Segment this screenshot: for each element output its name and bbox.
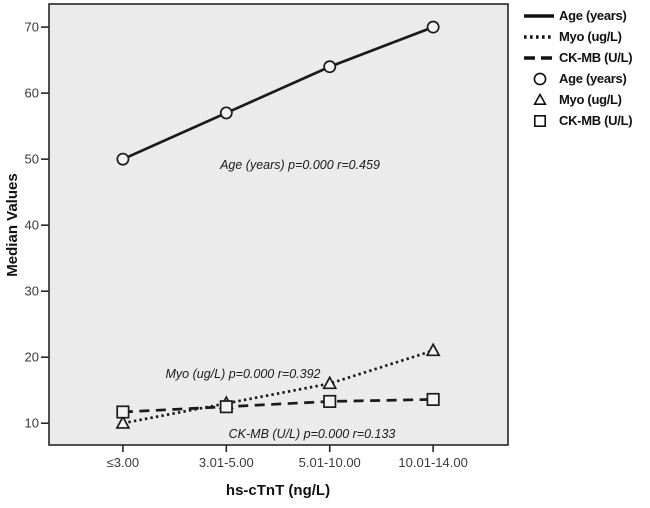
y-tick-label: 30 — [25, 284, 39, 299]
series-line-1 — [122, 349, 434, 425]
annotation-1: Myo (ug/L) p=0.000 r=0.392 — [166, 367, 321, 381]
legend-item-label: Age (years) — [559, 71, 627, 86]
line-solid-swatch-icon — [524, 13, 554, 18]
series-line-2 — [122, 398, 434, 414]
marker-square-1 — [219, 400, 233, 414]
legend-item-4: Myo (ug/L) — [523, 89, 632, 110]
legend-item-5: CK-MB (U/L) — [523, 110, 633, 131]
chart-legend: Age (years) Myo (ug/L) CK-MB (U/L) Age (yea… — [523, 5, 633, 131]
y-tick-label: 40 — [25, 218, 39, 233]
marker-triangle-swatch-icon — [533, 92, 547, 105]
plot-area — [49, 4, 508, 445]
annotation-0: Age (years) p=0.000 r=0.459 — [219, 158, 380, 172]
y-tick-label: 20 — [25, 350, 39, 365]
legend-item-label: CK-MB (U/L) — [559, 113, 633, 128]
y-tick-label: 50 — [25, 152, 39, 167]
legend-item-label: Age (years) — [559, 8, 627, 23]
y-axis-title: Median Values — [4, 173, 21, 277]
y-tick-label: 10 — [25, 416, 39, 431]
marker-circle-3 — [426, 20, 440, 34]
marker-circle-2 — [323, 60, 337, 74]
legend-item-label: Myo (ug/L) — [559, 92, 622, 107]
x-tick-label: 3.01-5.00 — [199, 455, 254, 470]
x-tick-label: 10.01-14.00 — [398, 455, 467, 470]
marker-square-2 — [323, 394, 337, 408]
marker-triangle-glyph — [533, 92, 547, 105]
y-tick-label: 60 — [25, 86, 39, 101]
marker-square-0 — [116, 405, 130, 419]
marker-circle-glyph — [533, 72, 547, 85]
marker-circle-0 — [116, 152, 130, 166]
legend-item-1: Myo (ug/L) — [523, 26, 632, 47]
x-tick-label: ≤3.00 — [107, 455, 139, 470]
marker-circle-1 — [219, 106, 233, 120]
legend-item-label: CK-MB (U/L) — [559, 50, 633, 65]
series-line-0 — [122, 25, 434, 161]
marker-square-swatch-icon — [534, 114, 546, 127]
marker-triangle-3 — [425, 342, 441, 357]
x-axis-title: hs-cTnT (ng/L) — [225, 482, 331, 499]
legend-item-label: Myo (ug/L) — [559, 29, 622, 44]
annotation-2: CK-MB (U/L) p=0.000 r=0.133 — [229, 427, 396, 441]
plot-frame — [48, 3, 509, 446]
legend-item-0: Age (years) — [523, 5, 632, 26]
legend-item-2: CK-MB (U/L) — [523, 47, 633, 68]
line-dashed-swatch-icon — [524, 55, 554, 60]
y-tick-label: 70 — [25, 20, 39, 35]
marker-square-glyph — [534, 114, 546, 127]
marker-triangle-2 — [322, 375, 338, 390]
marker-circle-swatch-icon — [533, 72, 547, 85]
legend-item-3: Age (years) — [523, 68, 632, 89]
line-dotted-swatch-icon — [524, 34, 554, 39]
marker-triangle-0 — [115, 415, 131, 429]
x-tick-label: 5.01-10.00 — [299, 455, 361, 470]
marker-square-3 — [426, 392, 440, 406]
